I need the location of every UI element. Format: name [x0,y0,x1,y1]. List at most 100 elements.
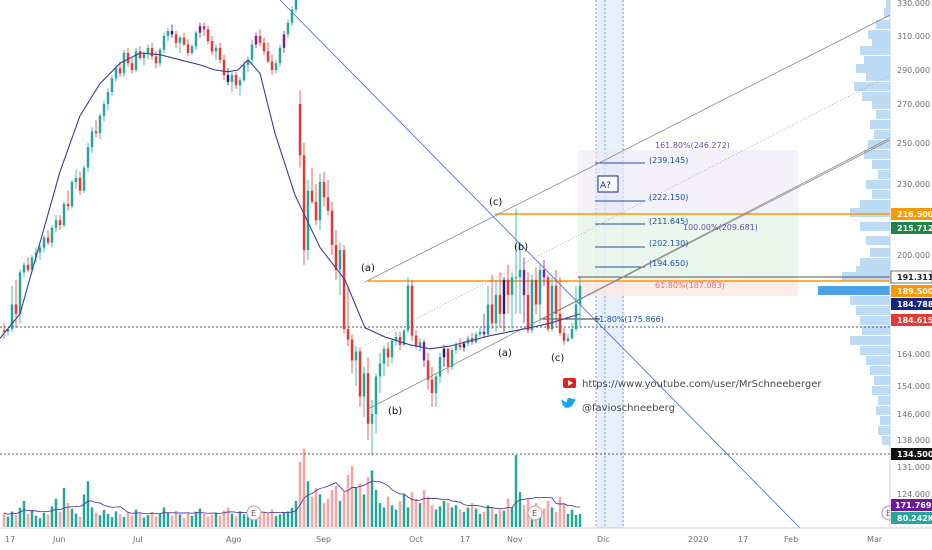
youtube-link[interactable]: https://www.youtube.com/user/MrSchneeber… [563,378,822,390]
candle-body [74,177,78,182]
volume-bar [322,503,326,527]
volume-profile-bar [860,258,890,267]
volume-bar [158,513,162,527]
volume-profile-bar [860,200,890,209]
candle-body [162,36,166,50]
volume-profile-bar [878,170,890,179]
volume-bar [362,494,366,527]
volume-bar [254,515,258,527]
volume-profile-bar [874,376,890,385]
earnings-marker-2[interactable] [527,505,543,521]
candle-body [354,351,358,361]
y-tick-154: 154.000 [897,382,930,391]
volume-profile-bar [860,346,890,355]
candle-body [302,155,306,251]
volume-bar [130,515,134,527]
volume-bar [34,515,38,527]
candle-body [430,379,434,393]
time-axis[interactable]: 17 Jun Jul Ago Sep Oct 17 Nov Dic 2020 1… [5,535,883,544]
volume-bar [514,455,518,527]
candle-body [298,104,302,156]
price-axis[interactable]: 330.000 310.000 290.000 270.000 250.000 … [897,0,930,499]
volume-profile-bar [866,72,890,81]
volume-bar [298,461,302,527]
moving-average-line [0,52,581,350]
volume-profile-bar [856,64,890,73]
volume-bars [2,448,582,527]
candle-body [262,42,266,52]
candle-body [14,304,18,314]
volume-profile-bar [880,416,890,425]
volume-bar [462,511,466,527]
x-tick-ago: Ago [226,535,242,544]
candle-body [78,177,82,191]
y-tick-310: 310.000 [897,32,930,41]
twitter-link[interactable]: @favioschneeberg [561,398,675,414]
volume-profile-bar [856,266,890,275]
volume-bar [394,509,398,527]
candle-body [130,63,134,70]
volume-profile-bar [872,190,890,199]
volume-bar [374,490,378,527]
volume-bar [506,498,510,527]
candle-body [270,61,274,70]
volume-bar [326,498,330,527]
volume-bar [162,507,166,527]
candle-body [178,37,182,43]
volume-profile-bar [862,326,890,335]
candle-body [506,279,510,296]
candle-body [46,237,50,243]
volume-bar [14,515,18,527]
volume-bar [138,513,142,527]
candle-body [174,34,178,43]
candle-body [386,348,390,358]
volume-bar [398,500,402,527]
volume-bar [294,500,298,527]
channel-lines [364,14,891,410]
candle-body [190,46,194,53]
volume-bar [86,481,90,527]
volume-profile-bar [860,46,890,55]
wave-label-c2: (c) [551,353,564,364]
wave-label-a2: (a) [498,348,512,359]
candle-body [438,357,442,377]
volume-bar [230,513,234,527]
volume-bar [106,513,110,527]
candle-body [490,304,494,324]
volume-bar [38,518,42,527]
badge-216: 216.500 [897,210,932,219]
x-tick-oct: Oct [409,535,423,544]
volume-bar [454,505,458,527]
candle-body [30,257,34,270]
volume-bar [246,513,250,527]
badge-184788: 184.788 [897,300,932,309]
candle-body [434,376,438,393]
fib-label-211: (211.645) [649,217,688,226]
volume-profile-bar [866,356,890,365]
wave-label-a1: (a) [361,263,375,274]
candle-body [278,47,282,64]
candle-body [114,68,118,79]
volume-bar [434,509,438,527]
volume-bar [62,487,66,527]
candle-body [214,47,218,52]
volume-profile-bar [870,366,890,375]
candle-body [266,51,270,62]
volume-bar [42,512,46,527]
candle-body [486,304,490,335]
candle-body [382,348,386,364]
earnings-marker-1[interactable] [246,505,262,521]
badge-80k: 80.242K [897,514,932,523]
candle-body [94,131,98,134]
volume-profile-bar [876,20,890,29]
volume-profile-bar [850,296,890,305]
volume-bar [418,503,422,527]
candle-body [218,47,222,60]
candle-body [346,329,350,340]
volume-bar [82,494,86,527]
candle-body [42,237,46,248]
volume-bar [442,500,446,527]
candle-body [294,0,298,10]
candle-body [234,75,238,86]
